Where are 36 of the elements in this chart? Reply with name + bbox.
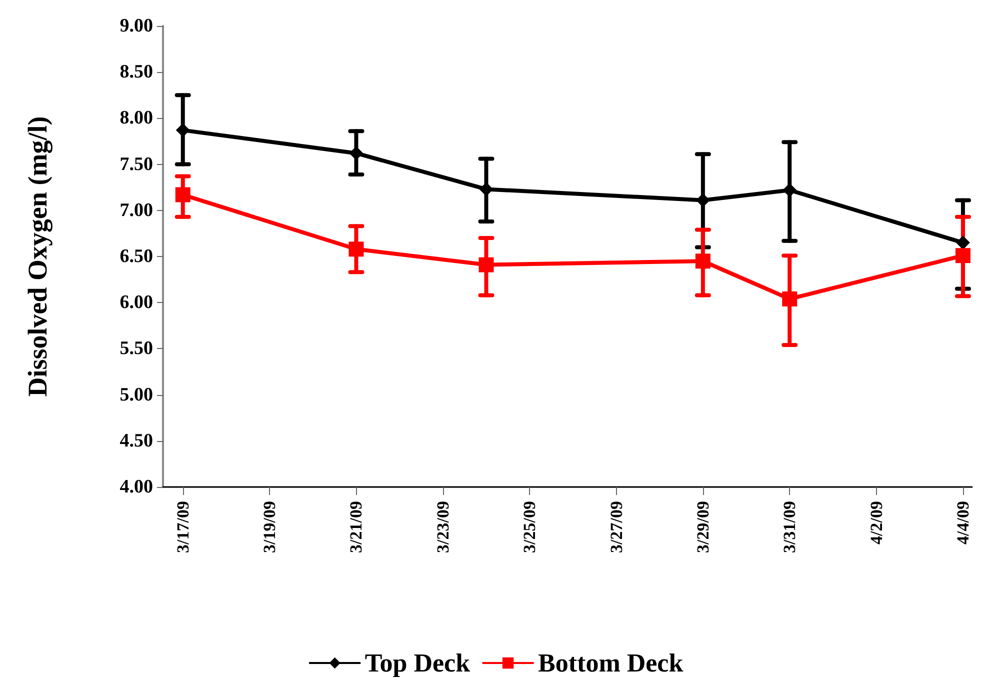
x-tick-label: 3/31/09	[780, 501, 800, 553]
y-tick-label: 4.50	[120, 430, 153, 452]
x-tick-label: 4/2/09	[866, 501, 886, 544]
point	[348, 242, 364, 257]
x-tick-label: 3/29/09	[693, 501, 712, 553]
point	[176, 123, 190, 138]
point	[782, 183, 797, 198]
legend-label: Top Deck	[364, 648, 471, 678]
y-tick-label: 6.50	[120, 246, 153, 267]
point	[349, 146, 364, 160]
x-tick-label: 3/19/09	[260, 501, 280, 553]
y-tick-label: 5.50	[120, 338, 153, 360]
point	[695, 254, 710, 269]
point	[956, 236, 970, 250]
y-axis-title: Dissolved Oxygen (mg/l)	[22, 116, 52, 397]
y-tick-label: 6.00	[120, 292, 153, 314]
x-tick-label: 4/4/09	[953, 501, 972, 544]
y-tick-label: 7.00	[120, 200, 153, 221]
point	[478, 257, 494, 272]
x-tick-label: 3/23/09	[433, 501, 452, 553]
x-tick-label: 3/25/09	[520, 501, 540, 553]
y-tick-label: 5.00	[120, 384, 153, 406]
x-tick-label: 3/27/09	[606, 501, 626, 553]
point	[782, 291, 798, 306]
x-tick-label: 3/21/09	[346, 501, 366, 553]
x-tick-label: 3/17/09	[173, 501, 192, 553]
point	[696, 193, 710, 208]
y-tick-label: 8.00	[120, 108, 153, 129]
point	[175, 187, 190, 202]
y-tick-label: 9.00	[120, 16, 153, 36]
y-tick-label: 4.00	[120, 476, 153, 498]
point	[479, 182, 494, 196]
y-tick-label: 7.50	[120, 154, 153, 175]
point	[955, 248, 970, 264]
y-tick-label: 8.50	[120, 62, 153, 83]
legend-label: Bottom Deck	[538, 648, 684, 678]
